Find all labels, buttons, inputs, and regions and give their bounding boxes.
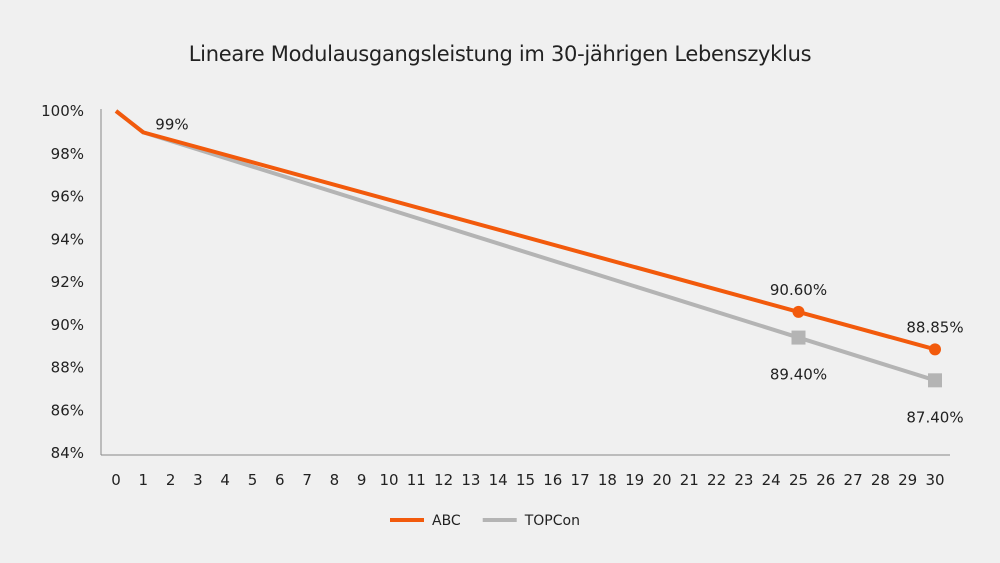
y-tick-label: 98%	[51, 145, 84, 163]
x-tick-label: 12	[434, 471, 453, 489]
x-tick-label: 13	[461, 471, 480, 489]
data-point-topcon	[928, 373, 942, 388]
y-tick-label: 84%	[51, 444, 84, 462]
x-tick-label: 16	[543, 471, 562, 489]
x-tick-label: 30	[925, 471, 944, 489]
data-point-abc	[792, 305, 805, 318]
y-tick-label: 90%	[51, 316, 84, 334]
x-tick-label: 20	[652, 471, 671, 489]
y-tick-label: 100%	[41, 102, 84, 120]
x-tick-label: 24	[762, 471, 781, 489]
data-label: 99%	[155, 115, 188, 133]
x-tick-label: 17	[571, 471, 590, 489]
x-tick-label: 11	[407, 471, 426, 489]
data-label: 89.40%	[770, 366, 827, 384]
x-tick-label: 28	[871, 471, 890, 489]
x-tick-label: 6	[275, 471, 285, 489]
x-tick-label: 21	[680, 471, 699, 489]
x-tick-label: 26	[816, 471, 835, 489]
x-tick-label: 15	[516, 471, 535, 489]
series-line-abc	[114, 109, 936, 352]
x-tick-label: 29	[898, 471, 917, 489]
y-tick-label: 94%	[51, 230, 84, 248]
x-tick-label: 10	[379, 471, 398, 489]
y-tick-label: 86%	[51, 401, 84, 419]
data-label: 87.40%	[906, 408, 963, 426]
chart-title: Lineare Modulausgangsleistung im 30-jähr…	[188, 42, 812, 66]
legend-label-topcon: TOPCon	[524, 513, 580, 529]
x-tick-label: 23	[734, 471, 753, 489]
x-tick-label: 19	[625, 471, 644, 489]
x-tick-label: 0	[111, 471, 121, 489]
x-tick-label: 7	[302, 471, 312, 489]
legend-label-abc: ABC	[432, 513, 461, 529]
x-tick-label: 25	[789, 471, 808, 489]
x-tick-label: 27	[844, 471, 863, 489]
data-point-topcon	[791, 330, 806, 345]
data-label: 88.85%	[906, 318, 963, 336]
x-tick-label: 3	[193, 471, 203, 489]
x-tick-label: 2	[166, 471, 176, 489]
y-tick-label: 88%	[51, 359, 84, 377]
x-tick-label: 1	[139, 471, 149, 489]
x-tick-label: 14	[489, 471, 508, 489]
x-tick-label: 8	[330, 471, 340, 489]
x-tick-label: 22	[707, 471, 726, 489]
data-point-abc	[929, 343, 941, 356]
x-tick-label: 4	[220, 471, 230, 489]
data-label: 90.60%	[770, 281, 827, 299]
series-line-topcon	[114, 109, 936, 383]
x-tick-label: 18	[598, 471, 617, 489]
x-tick-label: 9	[357, 471, 367, 489]
y-tick-label: 92%	[51, 273, 84, 291]
y-tick-label: 96%	[51, 188, 84, 206]
x-tick-label: 5	[248, 471, 258, 489]
